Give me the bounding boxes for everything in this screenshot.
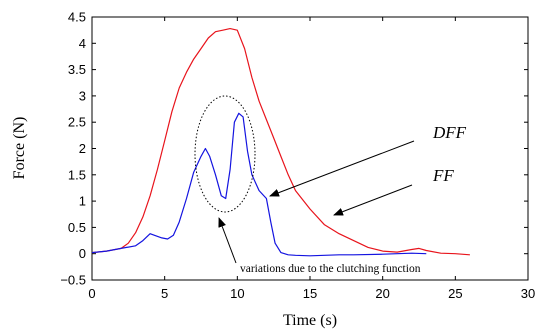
dff-series-label: DFF [432,123,467,142]
x-tick-label: 15 [303,286,317,301]
plot-area [91,16,529,281]
x-tick-label: 30 [521,286,535,301]
y-tick-label: 3.5 [68,62,86,77]
y-tick-label: 4 [79,36,86,51]
x-tick-label: 10 [230,286,244,301]
ff-arrow [333,184,413,216]
y-tick-label: 0 [79,246,86,261]
x-tick-label: 20 [375,286,389,301]
series-layer [91,28,470,257]
y-axis-label: Force (N) [11,117,28,180]
axis-ticks: 0 5 10 15 20 25 30−0.500.511.522.533.544.5 [60,10,535,302]
y-tick-label: 1 [79,194,86,209]
y-tick-label: 2 [79,141,86,156]
y-tick-label: 3 [79,88,86,103]
clutch-arrow [218,217,237,264]
y-tick-label: −0.5 [60,273,86,288]
clutch-variation-ellipse [194,95,256,213]
clutch-annotation-text: variations due to the clutching function [240,263,421,275]
y-tick-label: 2.5 [68,115,86,130]
dff-arrow [269,140,415,197]
y-tick-label: 1.5 [68,167,86,182]
x-axis-label: Time (s) [283,312,337,329]
y-tick-label: 4.5 [68,10,86,25]
x-tick-label: 25 [448,286,462,301]
series-line-ff [91,28,470,256]
x-tick-label: 0 [88,286,95,301]
y-tick-label: 0.5 [68,220,86,235]
ff-series-label: FF [432,166,454,185]
x-tick-label: 5 [161,286,168,301]
series-line-dff [91,112,427,257]
